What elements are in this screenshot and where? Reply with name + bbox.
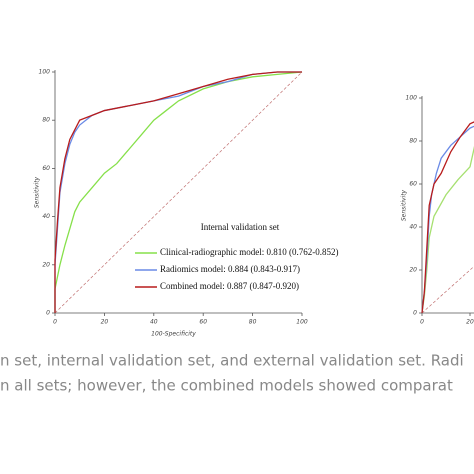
x-tick-label: 60 (199, 319, 207, 326)
roc-curve (54, 71, 302, 313)
y-axis-label: Sensitivity (34, 176, 41, 208)
x-tick-label: 100 (296, 319, 308, 326)
y-tick-label: 40 (42, 213, 50, 220)
y-tick-label: 20 (409, 267, 417, 274)
legend-label: Clinical-radiographic model: 0.810 (0.76… (160, 247, 338, 257)
caption-line: n all sets; however, the combined models… (0, 377, 453, 395)
x-tick-label: 80 (249, 319, 257, 326)
legend-label: Combined model: 0.887 (0.847-0.920) (160, 281, 299, 291)
caption-line: n set, internal validation set, and exte… (0, 352, 464, 370)
y-tick-label: 80 (42, 117, 50, 124)
reference-line (54, 71, 303, 314)
y-tick-label: 60 (42, 165, 50, 172)
y-tick-label: 0 (46, 310, 50, 317)
roc-curve (421, 121, 474, 314)
x-tick-label: 20 (101, 319, 109, 326)
roc-curve (421, 125, 474, 314)
x-tick-label: 40 (150, 319, 158, 326)
x-axis-label: 100-Specificity (151, 331, 196, 338)
x-tick-label: 0 (53, 319, 57, 326)
y-tick-label: 60 (409, 181, 417, 188)
y-tick-label: 100 (406, 95, 418, 102)
y-tick-label: 80 (409, 138, 417, 145)
legend-label: Radiomics model: 0.884 (0.843-0.917) (160, 264, 300, 274)
x-tick-label: 0 (420, 319, 424, 326)
y-axis-label: Sensitivity (401, 189, 408, 221)
y-tick-label: 0 (413, 310, 417, 317)
y-tick-label: 100 (39, 69, 51, 76)
legend-title: Internal validation set (201, 222, 280, 232)
y-tick-label: 20 (42, 261, 50, 268)
y-tick-label: 40 (409, 224, 417, 231)
x-tick-label: 20 (466, 319, 474, 326)
roc-curve (421, 145, 474, 314)
